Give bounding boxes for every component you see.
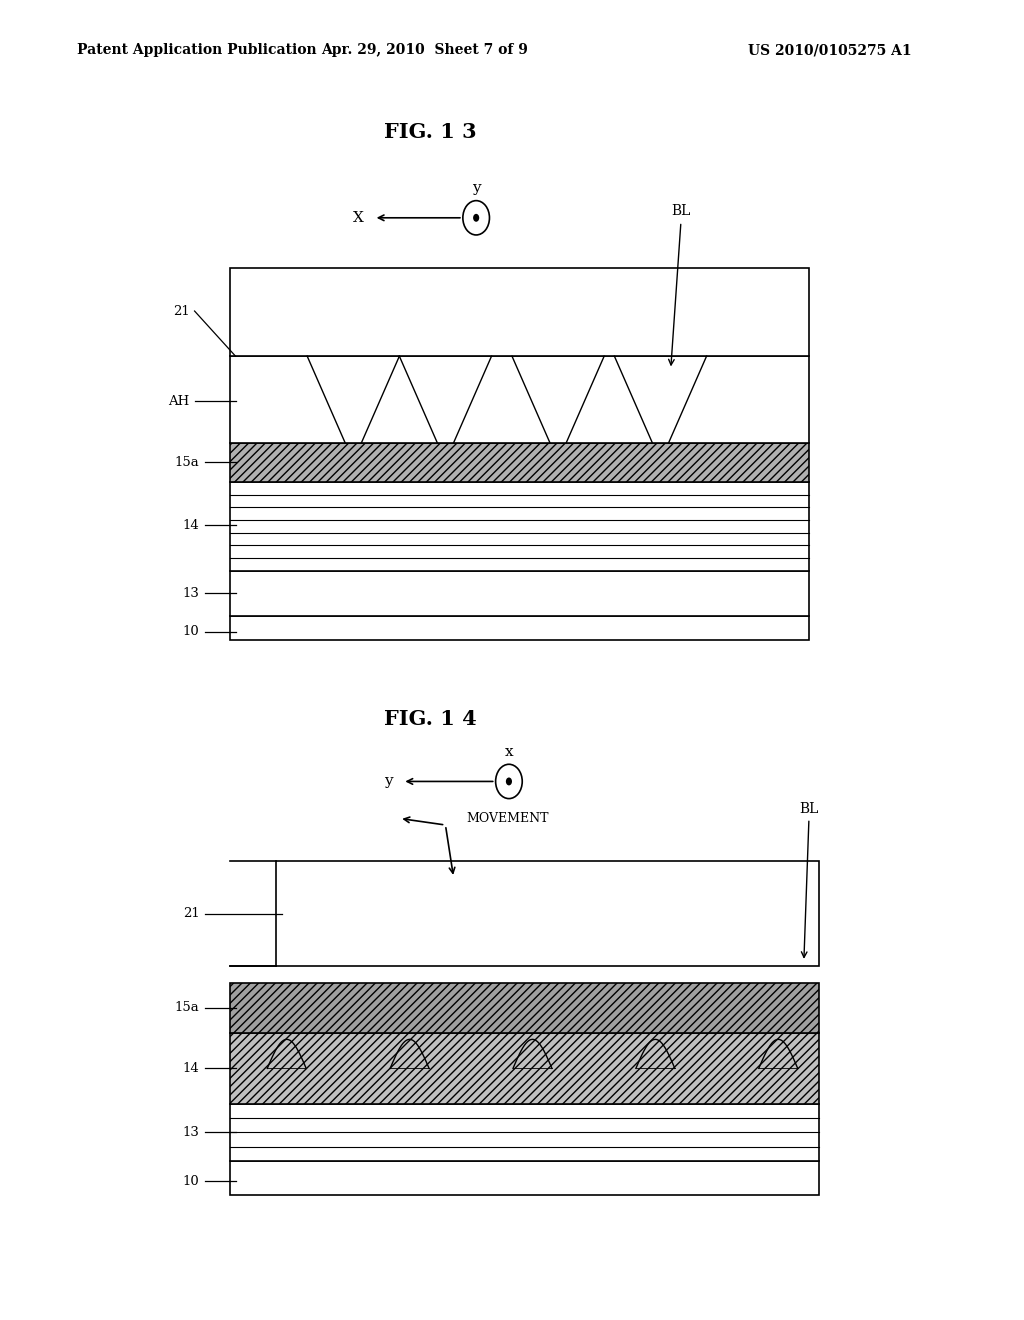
- Text: 15a: 15a: [175, 455, 200, 469]
- Bar: [230, 268, 809, 356]
- Bar: [230, 1104, 819, 1162]
- Bar: [230, 356, 809, 442]
- Text: FIG. 1 3: FIG. 1 3: [384, 121, 476, 143]
- Polygon shape: [276, 862, 819, 966]
- Text: US 2010/0105275 A1: US 2010/0105275 A1: [748, 44, 911, 57]
- Circle shape: [506, 777, 512, 785]
- Bar: [230, 1162, 819, 1195]
- Text: 21: 21: [173, 305, 189, 318]
- Bar: [230, 442, 809, 482]
- Text: 15a: 15a: [175, 1002, 200, 1014]
- Text: MOVEMENT: MOVEMENT: [466, 812, 549, 825]
- Text: BL: BL: [800, 801, 818, 816]
- Text: y: y: [472, 181, 480, 195]
- Text: 10: 10: [183, 1175, 200, 1188]
- Text: 13: 13: [183, 1126, 200, 1139]
- Text: 10: 10: [183, 626, 200, 639]
- Text: BL: BL: [672, 203, 690, 218]
- Text: 21: 21: [183, 907, 200, 920]
- Bar: [230, 982, 819, 1034]
- Bar: [230, 570, 809, 615]
- Text: 14: 14: [183, 519, 200, 532]
- Text: Patent Application Publication: Patent Application Publication: [77, 44, 316, 57]
- Text: FIG. 1 4: FIG. 1 4: [384, 709, 476, 730]
- Text: Apr. 29, 2010  Sheet 7 of 9: Apr. 29, 2010 Sheet 7 of 9: [322, 44, 528, 57]
- Bar: [230, 1034, 819, 1104]
- Bar: [230, 615, 809, 640]
- Text: 14: 14: [183, 1061, 200, 1074]
- Text: AH: AH: [168, 395, 189, 408]
- Circle shape: [473, 214, 479, 222]
- Text: X: X: [352, 211, 364, 224]
- Text: y: y: [384, 775, 392, 788]
- Bar: [230, 482, 809, 570]
- Text: x: x: [505, 744, 513, 759]
- Text: 13: 13: [183, 586, 200, 599]
